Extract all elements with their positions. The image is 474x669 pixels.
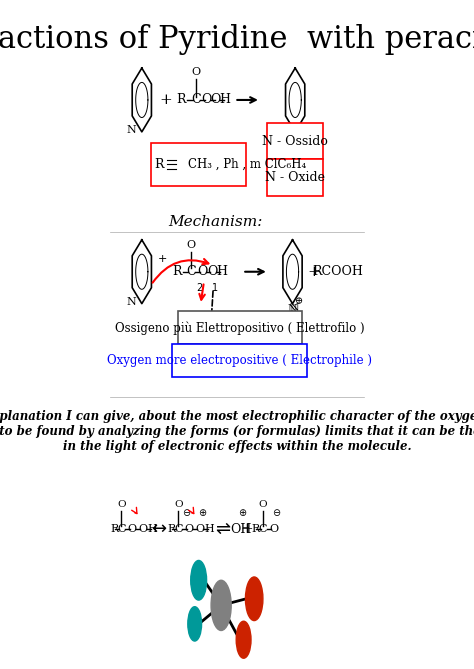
Text: N: N [288, 304, 297, 314]
Text: C: C [186, 265, 196, 278]
Text: The explanation I can give, about the most electrophilic character of the oxygen: The explanation I can give, about the mo… [0, 411, 474, 454]
Text: RCOOH: RCOOH [312, 265, 363, 278]
Text: ⇌: ⇌ [215, 520, 230, 539]
Text: H: H [219, 94, 231, 106]
Text: O: O [191, 67, 201, 77]
Text: +: + [307, 265, 320, 279]
Text: C: C [259, 524, 267, 535]
Text: ⊖: ⊖ [298, 161, 306, 171]
Text: R: R [154, 158, 164, 171]
Text: 1: 1 [212, 283, 219, 293]
Text: H: H [205, 524, 215, 535]
Text: O: O [195, 524, 204, 535]
Text: C: C [191, 94, 201, 106]
Text: +: + [159, 93, 172, 107]
Text: O: O [186, 240, 195, 250]
Text: N: N [289, 303, 299, 313]
Text: +: + [158, 254, 168, 264]
Text: ⊖: ⊖ [273, 508, 281, 518]
Text: OH: OH [230, 523, 252, 536]
Text: ⊕: ⊕ [238, 508, 246, 518]
Text: |O|: |O| [286, 322, 302, 334]
Text: O: O [207, 265, 218, 278]
Text: N - Oxide: N - Oxide [265, 171, 325, 184]
Text: R: R [252, 524, 260, 535]
Text: Reactions of Pyridine  with peracids: Reactions of Pyridine with peracids [0, 24, 474, 55]
Text: C: C [117, 524, 126, 535]
Text: O: O [174, 500, 182, 509]
Text: ⊖: ⊖ [295, 330, 303, 339]
Text: O: O [197, 265, 207, 278]
Text: O: O [138, 524, 147, 535]
Text: ⊕: ⊕ [298, 125, 306, 134]
Text: Ossigeno più Elettropositivo ( Elettrofilo ): Ossigeno più Elettropositivo ( Elettrofi… [115, 321, 365, 334]
FancyBboxPatch shape [151, 143, 246, 186]
FancyBboxPatch shape [172, 345, 307, 377]
Circle shape [246, 577, 263, 621]
Text: ⊕: ⊕ [295, 297, 303, 306]
Circle shape [191, 561, 207, 600]
Text: O: O [259, 500, 267, 509]
Text: R: R [110, 524, 118, 535]
Text: O: O [128, 524, 137, 535]
Text: R: R [173, 265, 182, 278]
Text: H: H [217, 265, 228, 278]
Text: ↔: ↔ [151, 520, 166, 539]
FancyBboxPatch shape [267, 123, 323, 159]
FancyBboxPatch shape [267, 159, 323, 196]
Text: C: C [174, 524, 182, 535]
Text: O: O [184, 524, 193, 535]
Text: |O|: |O| [288, 154, 305, 165]
Text: N: N [127, 126, 137, 136]
Text: N - Ossido: N - Ossido [262, 134, 328, 148]
Text: R: R [167, 524, 175, 535]
Text: Oxygen more electropositive ( Electrophile ): Oxygen more electropositive ( Electrophi… [107, 355, 372, 367]
Text: CH₃ , Ph , m ClC₆H₄: CH₃ , Ph , m ClC₆H₄ [188, 158, 306, 171]
Text: ⊖: ⊖ [182, 508, 190, 518]
Text: N: N [127, 297, 137, 307]
Circle shape [188, 607, 201, 641]
Text: N: N [290, 132, 300, 142]
FancyBboxPatch shape [177, 311, 302, 345]
Text: +: + [240, 522, 253, 537]
Circle shape [236, 622, 251, 658]
Circle shape [211, 580, 231, 630]
Text: O: O [117, 500, 126, 509]
Text: O: O [210, 94, 221, 106]
Text: O: O [201, 94, 212, 106]
Text: N: N [292, 131, 301, 141]
Text: 2: 2 [196, 283, 202, 293]
Text: O: O [269, 524, 278, 535]
Text: Mechanism:: Mechanism: [169, 215, 263, 229]
Text: H: H [147, 524, 157, 535]
Text: ⊕: ⊕ [199, 508, 207, 518]
Text: R: R [177, 94, 186, 106]
